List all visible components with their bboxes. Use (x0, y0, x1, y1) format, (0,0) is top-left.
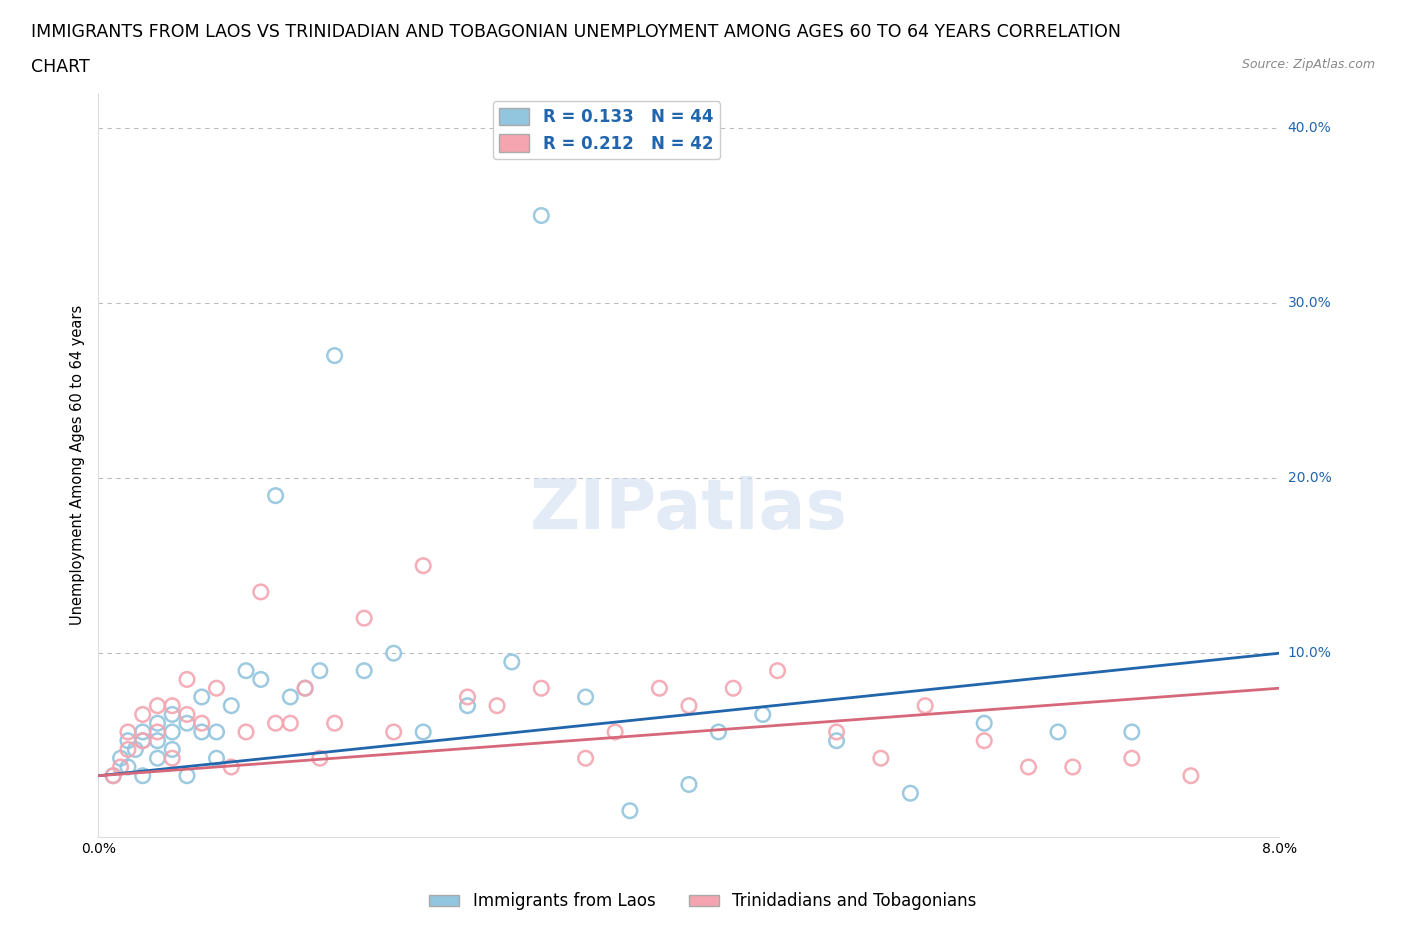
Point (530, 681, 553, 696)
Text: ZIPatlas: ZIPatlas (530, 476, 848, 543)
Point (678, 777, 700, 792)
Point (162, 707, 183, 722)
Text: CHART: CHART (31, 58, 90, 75)
Point (973, 733, 995, 748)
Point (162, 698, 183, 713)
Point (353, 663, 375, 678)
Point (914, 698, 936, 713)
Point (235, 724, 257, 739)
Point (456, 689, 478, 704)
Text: Source: ZipAtlas.com: Source: ZipAtlas.com (1241, 58, 1375, 71)
Point (264, 716, 287, 731)
Point (205, 724, 228, 739)
Point (1046, 724, 1069, 739)
Point (308, 663, 332, 678)
Point (648, 681, 671, 696)
Point (191, 716, 214, 731)
Point (412, 558, 434, 573)
Point (219, 698, 242, 713)
Point (869, 751, 891, 765)
Point (146, 698, 169, 713)
Point (117, 733, 139, 748)
Point (678, 698, 700, 713)
Point (110, 760, 132, 775)
Point (117, 760, 139, 775)
Point (132, 733, 155, 748)
Point (605, 724, 627, 739)
Legend: Immigrants from Laos, Trinidadians and Tobagonians: Immigrants from Laos, Trinidadians and T… (423, 885, 983, 917)
Point (1017, 760, 1039, 775)
Point (898, 786, 921, 801)
Point (308, 751, 332, 765)
Point (132, 707, 155, 722)
Point (103, 768, 124, 783)
Point (132, 724, 155, 739)
Point (278, 689, 301, 704)
Point (1180, 768, 1202, 783)
Point (382, 645, 405, 660)
Point (766, 663, 789, 678)
Point (146, 724, 169, 739)
Point (117, 724, 139, 739)
Point (382, 724, 405, 739)
Point (162, 742, 183, 757)
Point (162, 724, 183, 739)
Point (707, 724, 730, 739)
Text: 30.0%: 30.0% (1288, 296, 1331, 310)
Point (456, 698, 478, 713)
Point (501, 655, 523, 670)
Point (103, 768, 124, 783)
Point (205, 751, 228, 765)
Y-axis label: Unemployment Among Ages 60 to 64 years: Unemployment Among Ages 60 to 64 years (70, 305, 86, 625)
Point (353, 611, 375, 626)
Point (264, 488, 287, 503)
Point (1121, 724, 1143, 739)
Point (1062, 760, 1084, 775)
Point (146, 751, 169, 765)
Point (323, 716, 346, 731)
Point (721, 681, 744, 696)
Point (176, 707, 198, 722)
Point (235, 663, 257, 678)
Point (825, 724, 848, 739)
Point (294, 681, 316, 696)
Text: IMMIGRANTS FROM LAOS VS TRINIDADIAN AND TOBAGONIAN UNEMPLOYMENT AMONG AGES 60 TO: IMMIGRANTS FROM LAOS VS TRINIDADIAN AND … (31, 23, 1121, 41)
Point (176, 768, 198, 783)
Point (323, 348, 346, 363)
Point (250, 584, 273, 599)
Point (117, 742, 139, 757)
Point (574, 751, 596, 765)
Point (751, 707, 773, 722)
Point (485, 698, 508, 713)
Point (574, 689, 596, 704)
Point (146, 733, 169, 748)
Point (530, 208, 553, 223)
Text: 10.0%: 10.0% (1288, 646, 1331, 660)
Point (176, 716, 198, 731)
Point (250, 672, 273, 687)
Point (205, 681, 228, 696)
Point (412, 724, 434, 739)
Point (191, 689, 214, 704)
Point (132, 768, 155, 783)
Point (619, 804, 641, 818)
Text: 20.0%: 20.0% (1288, 472, 1331, 485)
Point (294, 681, 316, 696)
Point (146, 716, 169, 731)
Point (176, 672, 198, 687)
Point (219, 760, 242, 775)
Legend: R = 0.133   N = 44, R = 0.212   N = 42: R = 0.133 N = 44, R = 0.212 N = 42 (492, 101, 720, 159)
Point (110, 751, 132, 765)
Point (124, 742, 146, 757)
Point (825, 733, 848, 748)
Point (973, 716, 995, 731)
Point (191, 724, 214, 739)
Point (132, 733, 155, 748)
Point (162, 751, 183, 765)
Point (1121, 751, 1143, 765)
Point (278, 716, 301, 731)
Text: 40.0%: 40.0% (1288, 121, 1331, 135)
